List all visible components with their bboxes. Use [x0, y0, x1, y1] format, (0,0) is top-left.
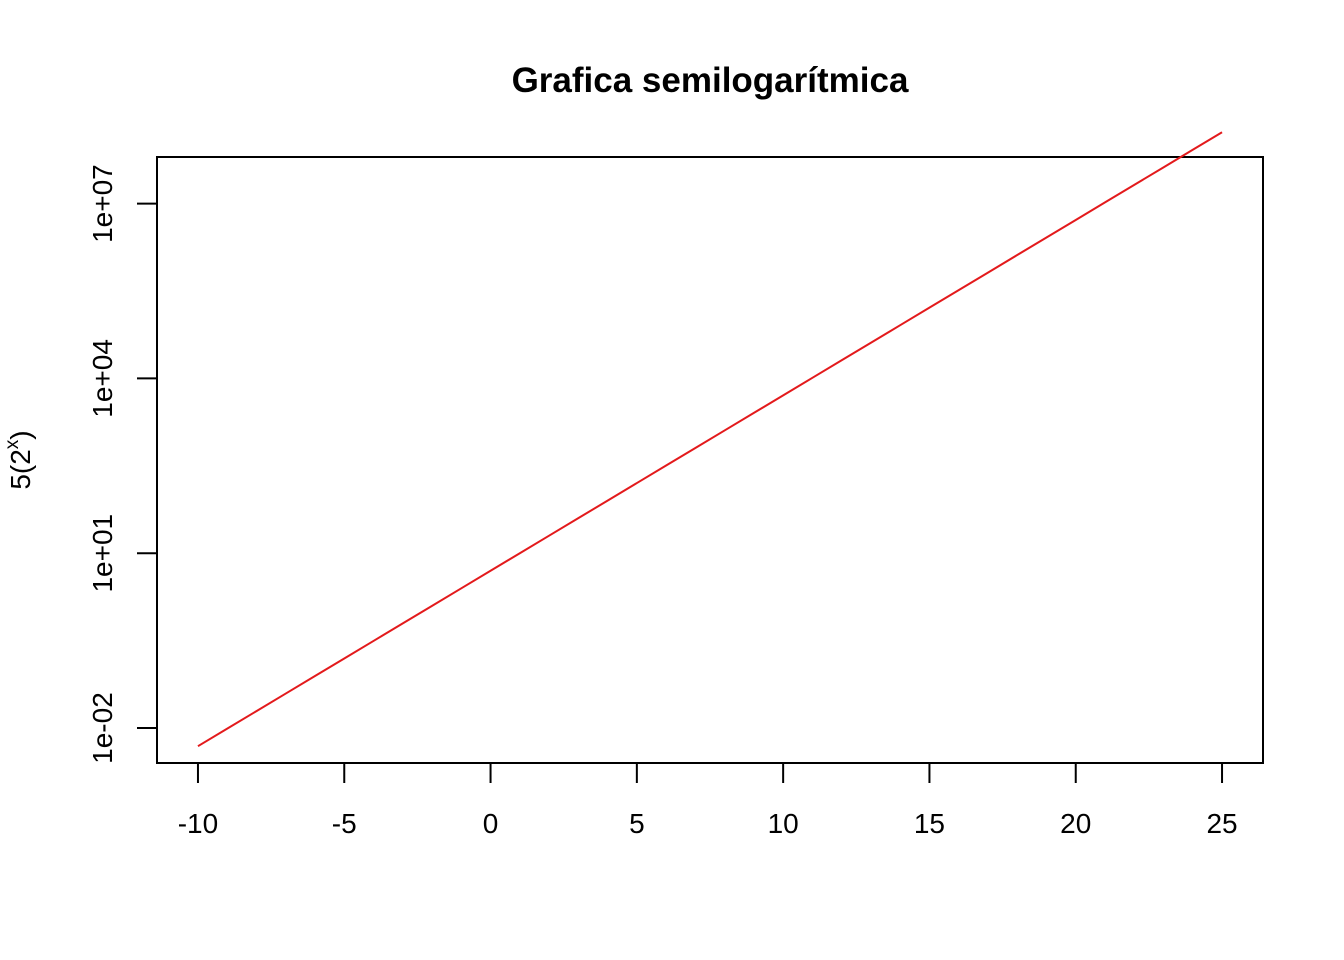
y-tick-label: 1e-02 [87, 692, 118, 764]
chart-title: Grafica semilogarítmica [512, 61, 909, 100]
y-axis-label-superscript: x [2, 439, 23, 449]
y-axis: 1e-02 1e+01 1e+04 1e+07 [87, 164, 158, 764]
x-tick-label: 10 [768, 808, 799, 839]
y-axis-label: 5(2x) [2, 430, 36, 489]
series-line [197, 131, 1223, 748]
x-tick-label: 5 [629, 808, 645, 839]
series-layer [197, 131, 1223, 748]
x-tick-label: 15 [914, 808, 945, 839]
y-tick-label: 1e+04 [87, 339, 118, 418]
y-tick-label: 1e+01 [87, 514, 118, 593]
x-tick-label: -10 [178, 808, 218, 839]
x-axis: -10 -5 0 5 10 15 20 25 [178, 762, 1238, 839]
y-tick-label: 1e+07 [87, 164, 118, 243]
x-tick-label: 0 [483, 808, 499, 839]
x-tick-label: 25 [1206, 808, 1237, 839]
y-axis-label-base: 5(2 [5, 449, 36, 489]
x-tick-label: -5 [332, 808, 357, 839]
y-axis-label-close: ) [5, 430, 36, 439]
x-tick-label: 20 [1060, 808, 1091, 839]
